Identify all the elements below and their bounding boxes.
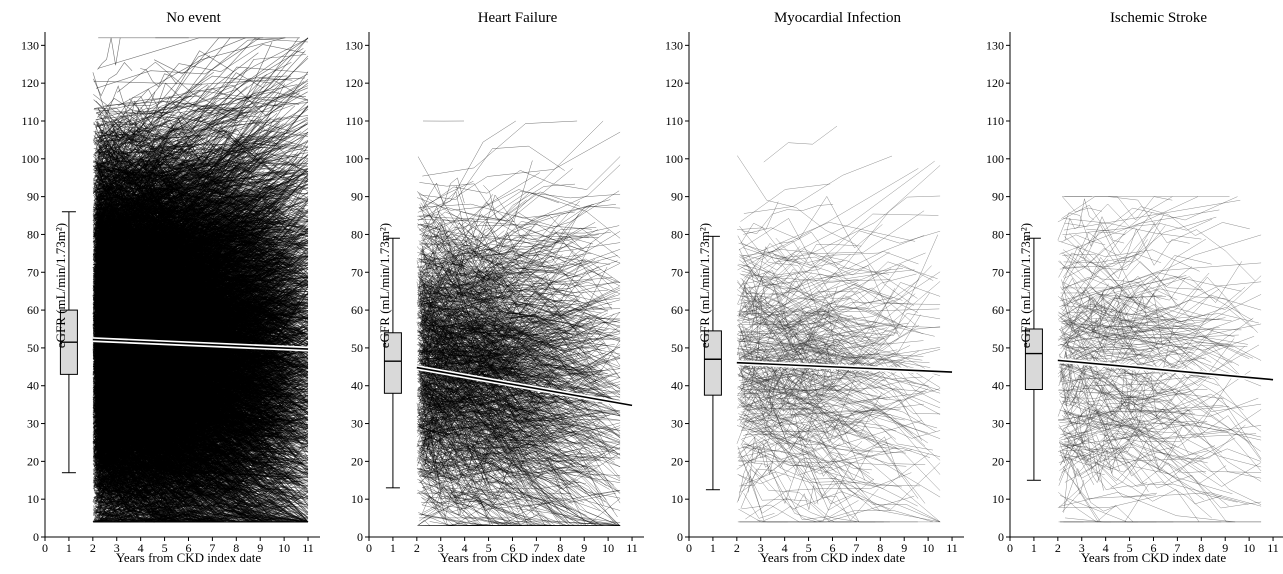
panel-title: No event bbox=[166, 10, 221, 26]
trajectories bbox=[93, 38, 308, 522]
trajectory-line bbox=[128, 38, 242, 106]
panel-1: No event01020304050607080901001101201300… bbox=[21, 10, 320, 565]
